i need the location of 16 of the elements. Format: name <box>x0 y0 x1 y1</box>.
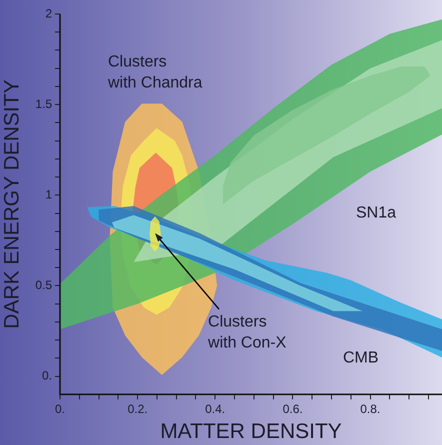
x-tick-label: 0.8. <box>360 402 380 416</box>
x-tick-label: 0.2. <box>128 402 148 416</box>
y-tick-label: 1 <box>45 187 52 202</box>
annotation: CMB <box>343 349 379 366</box>
x-tick-label: 0. <box>54 402 66 416</box>
annotation: SN1a <box>356 204 396 222</box>
annotation: Clusters with Con-X <box>207 314 287 352</box>
x-tick-label: 0.6. <box>282 402 303 416</box>
x-tick-label: 0.4. <box>205 402 226 416</box>
y-axis-title: DARK ENERGY DENSITY <box>0 80 24 329</box>
x-axis-title: MATTER DENSITY <box>160 420 342 444</box>
y-tick-label: 0.5 <box>35 278 52 292</box>
y-tick-label: 2 <box>45 6 52 20</box>
y-tick-label: 1.5 <box>35 96 52 111</box>
annotation: Clusters with Chandra <box>107 53 202 92</box>
y-tick-label: 0. <box>42 368 52 383</box>
